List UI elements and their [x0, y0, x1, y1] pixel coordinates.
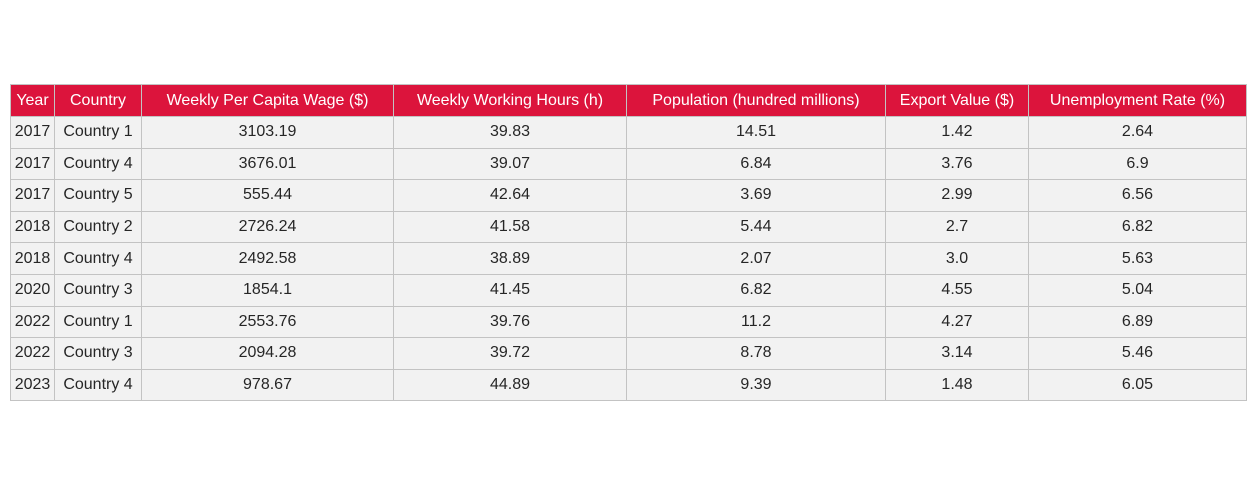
table-cell: Country 4	[54, 147, 142, 181]
table-cell: 2017	[10, 179, 55, 212]
table-cell: 2492.58	[141, 242, 394, 275]
column-header: Weekly Working Hours (h)	[393, 84, 627, 117]
table-cell: 6.9	[1028, 147, 1247, 181]
table-cell: 39.72	[393, 337, 627, 370]
table-cell: 2726.24	[141, 210, 394, 244]
table-row: 2022 Country 3 2094.28 39.72 8.78 3.14 5.46	[10, 337, 1247, 370]
table-cell: Country 1	[54, 305, 142, 339]
table-cell: 4.27	[885, 305, 1029, 339]
table-cell: 6.82	[626, 273, 886, 307]
data-table-container: Year Country Weekly Per Capita Wage ($) Wee…	[10, 84, 1247, 402]
table-cell: 2023	[10, 368, 55, 402]
table-row: 2017 Country 5 555.44 42.64 3.69 2.99 6.56	[10, 179, 1247, 212]
table-cell: 39.07	[393, 147, 627, 181]
table-cell: 3.14	[885, 337, 1029, 370]
table-row: 2020 Country 3 1854.1 41.45 6.82 4.55 5.04	[10, 273, 1247, 307]
column-header: Country	[54, 84, 142, 117]
table-cell: 1.42	[885, 116, 1029, 149]
table-cell: 11.2	[626, 305, 886, 339]
table-cell: 2.99	[885, 179, 1029, 212]
header-row: Year Country Weekly Per Capita Wage ($) Wee…	[10, 84, 1247, 117]
table-cell: 6.89	[1028, 305, 1247, 339]
table-cell: 3676.01	[141, 147, 394, 181]
table-cell: 2022	[10, 305, 55, 339]
table-cell: Country 3	[54, 273, 142, 307]
table-cell: 555.44	[141, 179, 394, 212]
table-cell: 2.07	[626, 242, 886, 275]
table-header: Year Country Weekly Per Capita Wage ($) Wee…	[10, 84, 1247, 117]
table-cell: 2.64	[1028, 116, 1247, 149]
table-cell: 2018	[10, 210, 55, 244]
table-body: 2017 Country 1 3103.19 39.83 14.51 1.42 2.64 20…	[10, 116, 1247, 402]
table-row: 2018 Country 4 2492.58 38.89 2.07 3.0 5.63	[10, 242, 1247, 275]
table-cell: 9.39	[626, 368, 886, 402]
table-cell: 3.76	[885, 147, 1029, 181]
column-header: Population (hundred millions)	[626, 84, 886, 117]
table-cell: 39.83	[393, 116, 627, 149]
table-cell: 41.58	[393, 210, 627, 244]
table-cell: 39.76	[393, 305, 627, 339]
table-row: 2023 Country 4 978.67 44.89 9.39 1.48 6.05	[10, 368, 1247, 402]
table-cell: 44.89	[393, 368, 627, 402]
table-cell: 6.56	[1028, 179, 1247, 212]
table-cell: Country 3	[54, 337, 142, 370]
table-cell: 3.69	[626, 179, 886, 212]
table-cell: 38.89	[393, 242, 627, 275]
column-header: Export Value ($)	[885, 84, 1029, 117]
table-cell: 2553.76	[141, 305, 394, 339]
column-header: Unemployment Rate (%)	[1028, 84, 1247, 117]
table-cell: 978.67	[141, 368, 394, 402]
table-cell: Country 2	[54, 210, 142, 244]
table-cell: 42.64	[393, 179, 627, 212]
table-cell: Country 4	[54, 368, 142, 402]
table-cell: 2022	[10, 337, 55, 370]
table-cell: 8.78	[626, 337, 886, 370]
column-header: Year	[10, 84, 55, 117]
table-cell: 5.04	[1028, 273, 1247, 307]
table-row: 2017 Country 4 3676.01 39.07 6.84 3.76 6.9	[10, 147, 1247, 181]
table-cell: 5.44	[626, 210, 886, 244]
table-cell: 3103.19	[141, 116, 394, 149]
table-cell: 5.46	[1028, 337, 1247, 370]
table-row: 2018 Country 2 2726.24 41.58 5.44 2.7 6.82	[10, 210, 1247, 244]
table-row: 2022 Country 1 2553.76 39.76 11.2 4.27 6.89	[10, 305, 1247, 339]
table-cell: 1.48	[885, 368, 1029, 402]
table-cell: 6.82	[1028, 210, 1247, 244]
table-cell: 2094.28	[141, 337, 394, 370]
table-cell: Country 4	[54, 242, 142, 275]
table-cell: 14.51	[626, 116, 886, 149]
table-cell: Country 5	[54, 179, 142, 212]
table-cell: 2017	[10, 116, 55, 149]
table-cell: 2018	[10, 242, 55, 275]
table-cell: 3.0	[885, 242, 1029, 275]
table-cell: 4.55	[885, 273, 1029, 307]
table-row: 2017 Country 1 3103.19 39.83 14.51 1.42 2.64	[10, 116, 1247, 149]
table-cell: 2017	[10, 147, 55, 181]
table-cell: 6.84	[626, 147, 886, 181]
column-header: Weekly Per Capita Wage ($)	[141, 84, 394, 117]
table-cell: 2.7	[885, 210, 1029, 244]
table-cell: 6.05	[1028, 368, 1247, 402]
table-cell: 5.63	[1028, 242, 1247, 275]
data-table: Year Country Weekly Per Capita Wage ($) Wee…	[10, 84, 1247, 402]
table-cell: Country 1	[54, 116, 142, 149]
table-cell: 1854.1	[141, 273, 394, 307]
table-cell: 41.45	[393, 273, 627, 307]
table-cell: 2020	[10, 273, 55, 307]
